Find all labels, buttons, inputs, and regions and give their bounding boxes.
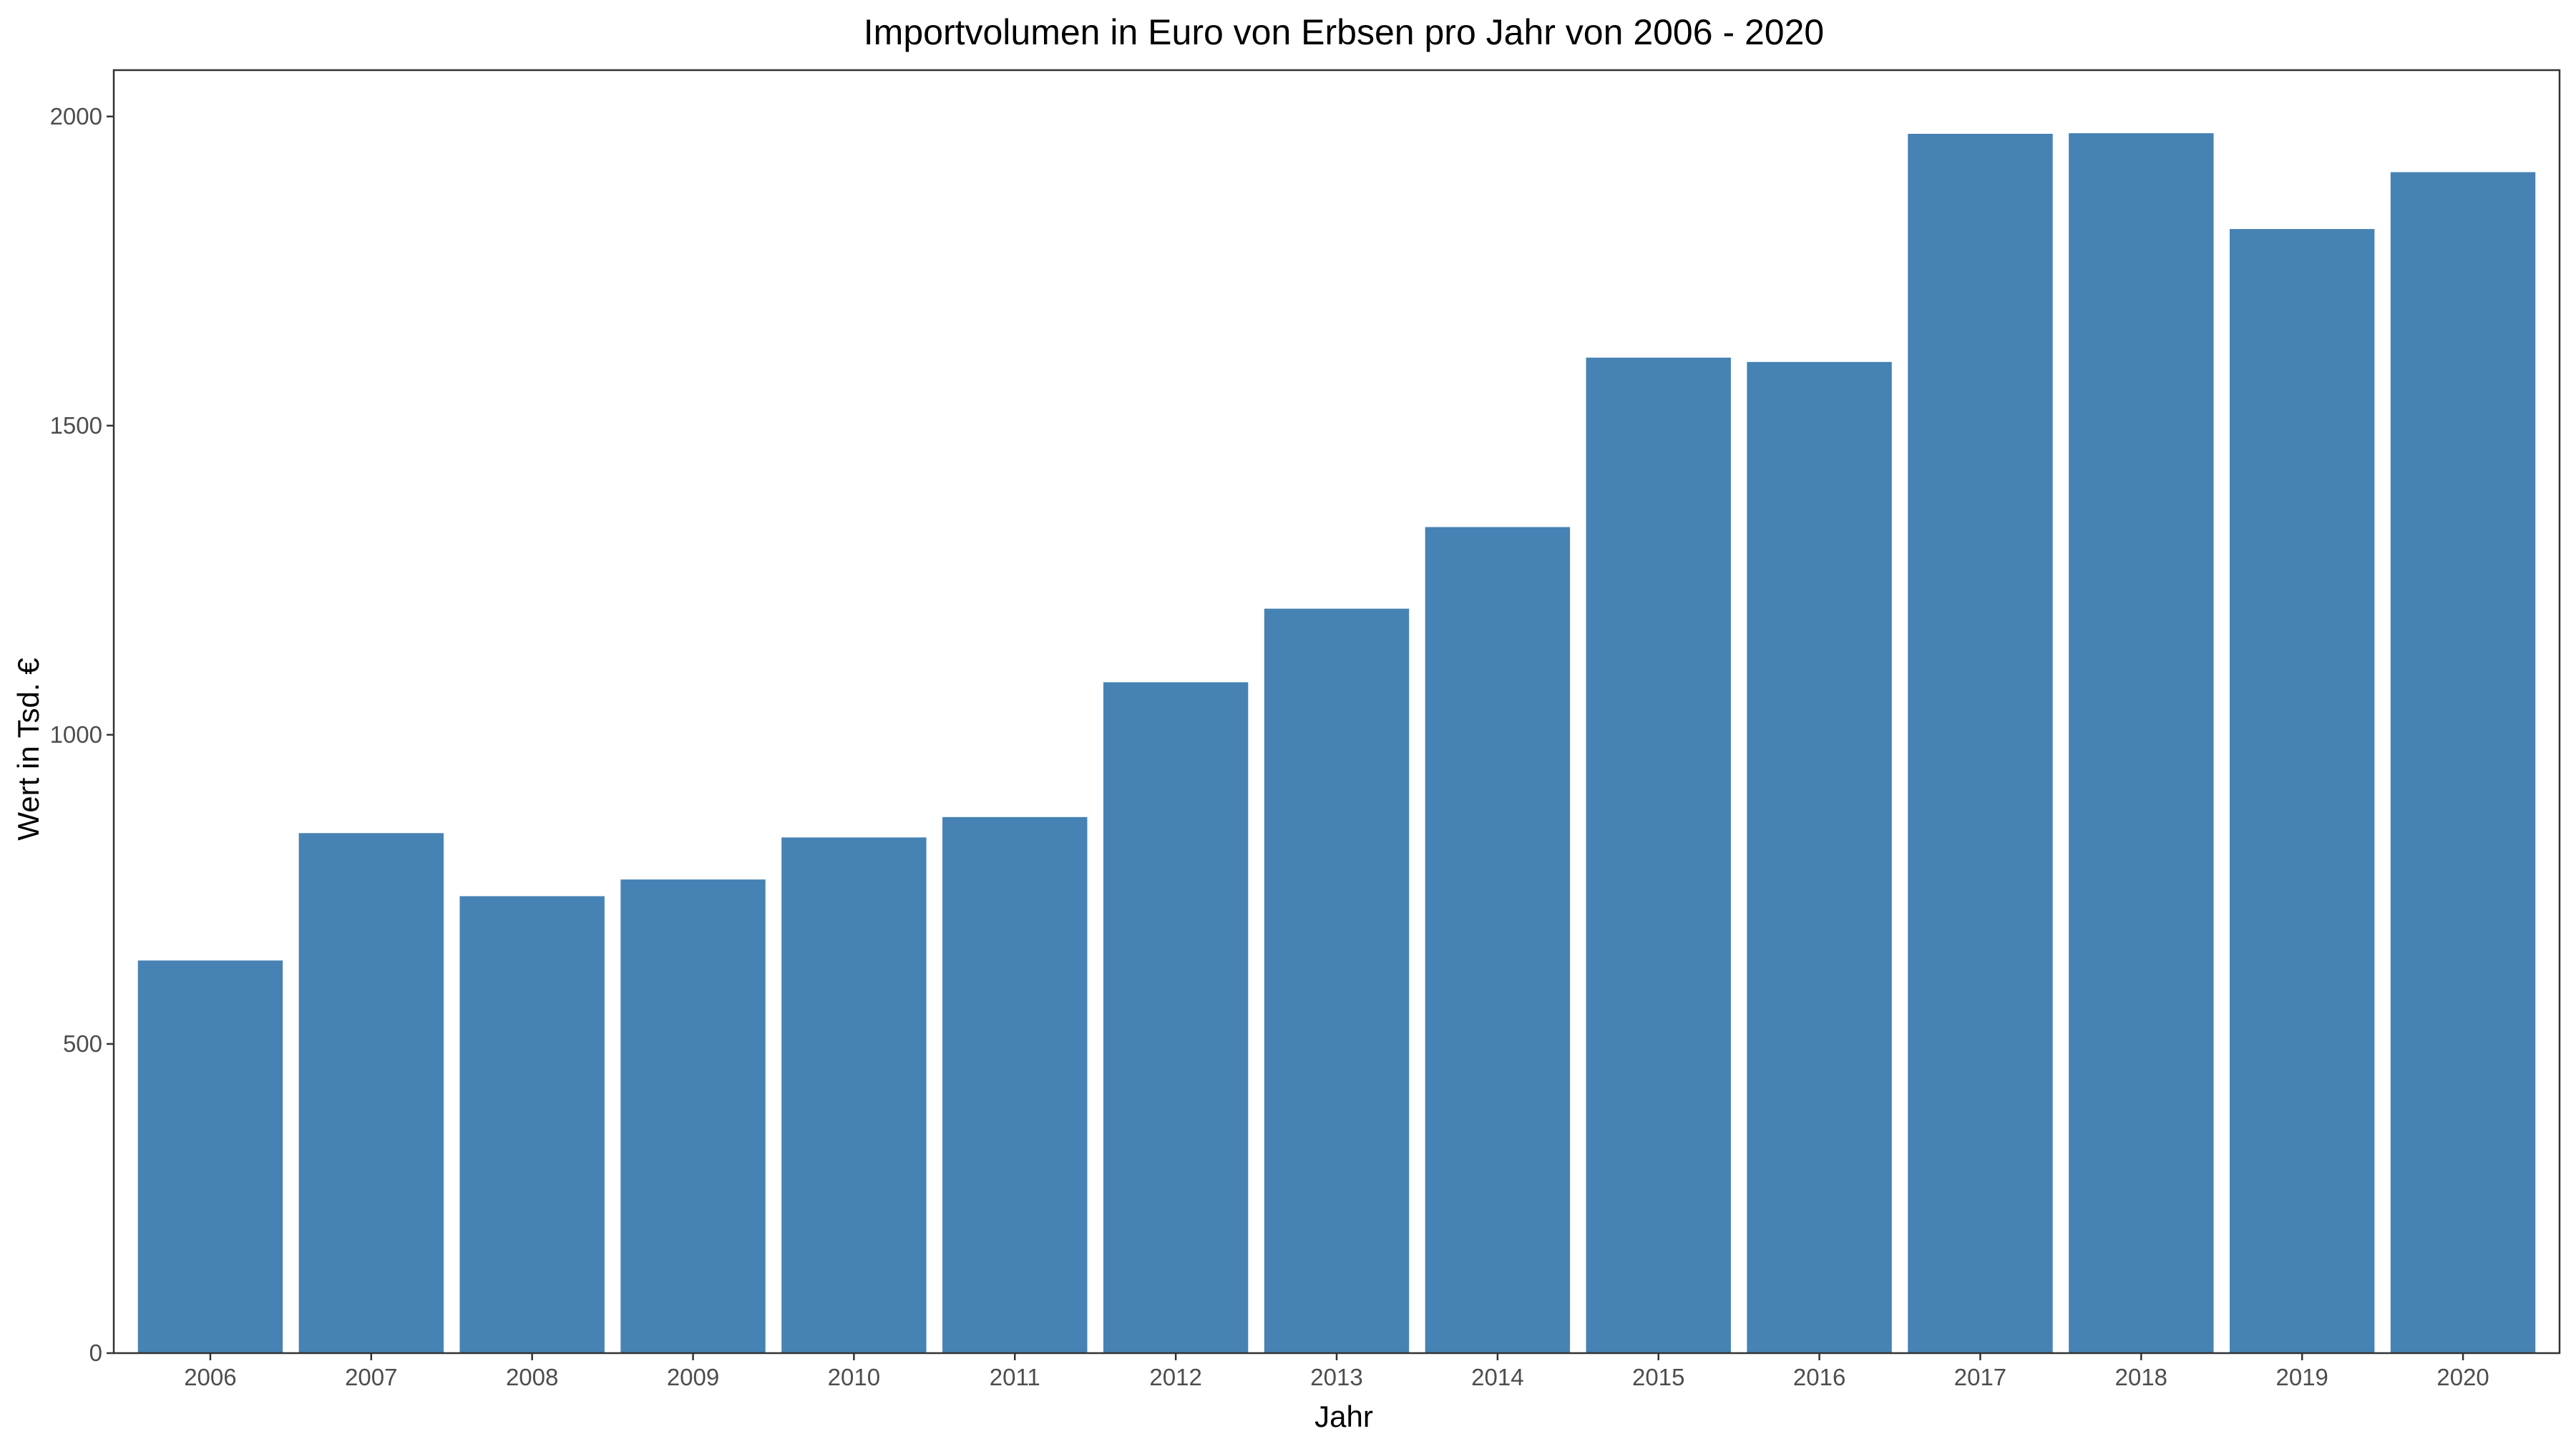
bar-2008: [459, 896, 605, 1353]
plot-panel-border: [112, 69, 2561, 1355]
x-tick-label-2014: 2014: [1471, 1364, 1523, 1390]
x-tick-label-2006: 2006: [184, 1364, 236, 1390]
y-tick-label-0: 0: [89, 1340, 102, 1366]
bar-2012: [1103, 682, 1249, 1353]
x-axis: 2006 2007 2008 2009 2010 2011 2012 2013 2014 2015…: [184, 1353, 2489, 1390]
bar-2014: [1425, 527, 1571, 1353]
bar-2018: [2069, 133, 2214, 1353]
bar-2006: [137, 960, 283, 1353]
x-tick-label-2017: 2017: [1954, 1364, 2006, 1390]
x-tick-label-2013: 2013: [1310, 1364, 1362, 1390]
y-tick-label-2000: 2000: [50, 103, 102, 130]
x-tick-label-2016: 2016: [1793, 1364, 1845, 1390]
y-axis-title: Wert in Tsd. €: [11, 658, 45, 840]
y-axis: 0 500 1000 1500 2000: [50, 103, 114, 1366]
bar-2019: [2230, 229, 2375, 1353]
bar-2013: [1264, 608, 1410, 1353]
x-tick-label-2010: 2010: [828, 1364, 880, 1390]
bar-2011: [942, 816, 1088, 1353]
x-tick-label-2009: 2009: [667, 1364, 719, 1390]
x-tick-label-2015: 2015: [1632, 1364, 1684, 1390]
bars: [137, 133, 2536, 1354]
x-axis-title: Jahr: [1314, 1400, 1373, 1433]
y-tick-label-1500: 1500: [50, 412, 102, 439]
bar-2015: [1586, 357, 1731, 1353]
y-tick-label-1000: 1000: [50, 721, 102, 748]
x-tick-label-2019: 2019: [2275, 1364, 2328, 1390]
bar-2009: [620, 879, 766, 1353]
x-tick-label-2012: 2012: [1149, 1364, 1201, 1390]
x-tick-label-2011: 2011: [990, 1364, 1040, 1390]
bar-2016: [1747, 361, 1892, 1354]
x-tick-label-2020: 2020: [2436, 1364, 2489, 1390]
bar-2017: [1908, 134, 2053, 1353]
x-tick-label-2018: 2018: [2115, 1364, 2167, 1390]
x-tick-label-2007: 2007: [345, 1364, 397, 1390]
y-tick-label-500: 500: [63, 1030, 102, 1057]
bar-2010: [781, 837, 927, 1353]
chart-title: Importvolumen in Euro von Erbsen pro Jah…: [864, 12, 1824, 52]
bar-2020: [2390, 172, 2536, 1354]
bar-2007: [298, 833, 444, 1353]
x-tick-label-2008: 2008: [506, 1364, 558, 1390]
